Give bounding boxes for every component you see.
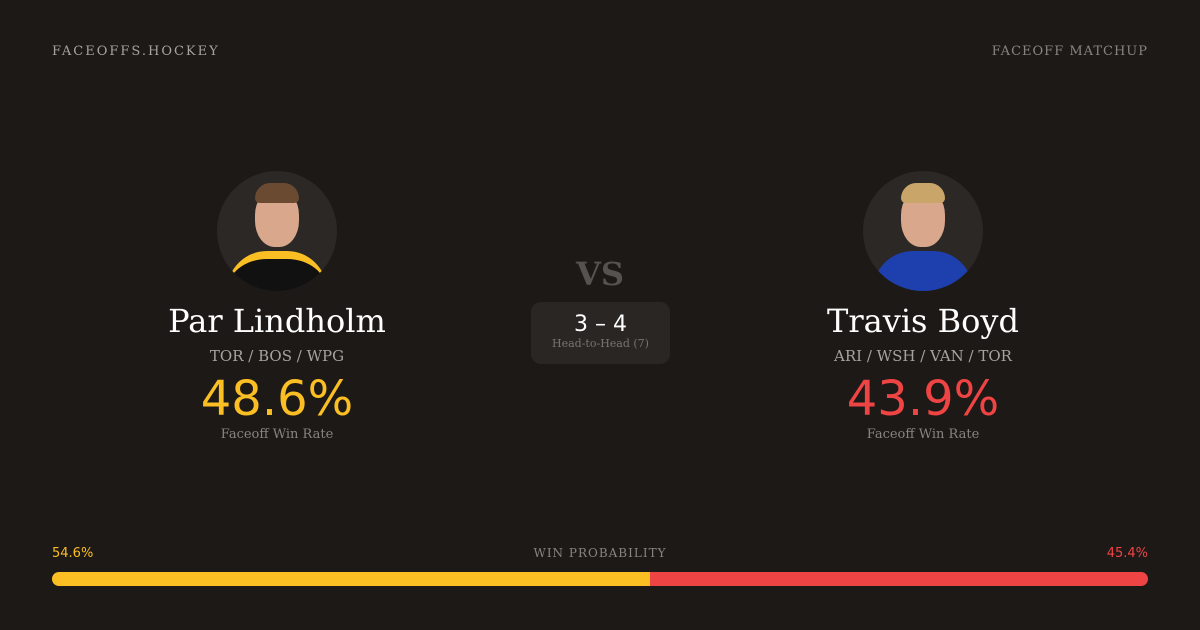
player-photo <box>217 171 337 291</box>
player-teams: TOR / BOS / WPG <box>209 347 345 365</box>
win-rate-label: Faceoff Win Rate <box>866 427 980 442</box>
win-rate: 48.6% <box>200 371 354 427</box>
win-prob-left: 54.6% <box>52 546 94 561</box>
win-prob-label: WIN PROBABILITY <box>533 546 667 560</box>
vs-label: VS <box>576 255 624 293</box>
win-prob-right: 45.4% <box>1106 546 1148 561</box>
h2h-score: 3 – 4 <box>574 312 627 337</box>
player-left: Par Lindholm TOR / BOS / WPG 48.6% Faceo… <box>77 171 477 442</box>
head-to-head-card: 3 – 4 Head-to-Head (7) <box>531 302 670 364</box>
player-right: Travis Boyd ARI / WSH / VAN / TOR 43.9% … <box>723 171 1123 442</box>
page-tag: FACEOFF MATCHUP <box>991 44 1148 59</box>
win-probability-bar <box>52 572 1148 586</box>
h2h-label: Head-to-Head (7) <box>552 337 649 350</box>
player-name: Travis Boyd <box>827 302 1019 340</box>
win-prob-right-fill <box>650 572 1148 586</box>
player-teams: ARI / WSH / VAN / TOR <box>834 347 1012 365</box>
player-name: Par Lindholm <box>168 302 386 340</box>
brand-logo: FACEOFFS.HOCKEY <box>52 44 220 59</box>
win-rate-label: Faceoff Win Rate <box>220 427 334 442</box>
win-rate: 43.9% <box>846 371 1000 427</box>
win-prob-left-fill <box>52 572 651 586</box>
player-photo <box>863 171 983 291</box>
